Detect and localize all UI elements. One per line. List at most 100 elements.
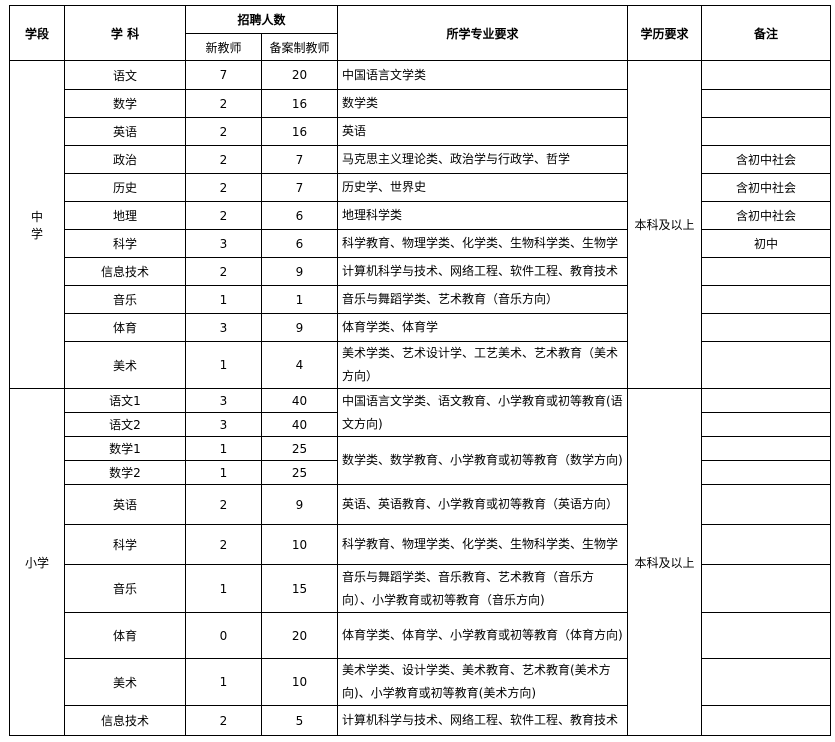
major-requirement: 科学教育、物理学类、化学类、生物科学类、生物学 — [337, 229, 628, 258]
table-row: 科学 2 10 科学教育、物理学类、化学类、生物科学类、生物学 — [10, 524, 831, 565]
new-teacher-count: 1 — [185, 658, 262, 706]
subject-cell: 信息技术 — [64, 257, 186, 286]
note-cell — [701, 257, 831, 286]
note-cell — [701, 705, 831, 736]
note-cell — [701, 436, 831, 461]
subject-cell: 政治 — [64, 145, 186, 174]
table-row: 政治 2 7 马克思主义理论类、政治学与行政学、哲学 含初中社会 — [10, 145, 831, 174]
header-note: 备注 — [701, 5, 831, 61]
filed-teacher-count: 25 — [261, 460, 338, 485]
note-cell — [701, 388, 831, 413]
filed-teacher-count: 1 — [261, 285, 338, 314]
new-teacher-count: 3 — [185, 412, 262, 437]
filed-teacher-count: 4 — [261, 341, 338, 389]
filed-teacher-count: 16 — [261, 117, 338, 146]
header-major: 所学专业要求 — [337, 5, 628, 61]
note-cell — [701, 60, 831, 90]
new-teacher-count: 3 — [185, 388, 262, 413]
note-cell — [701, 564, 831, 613]
filed-teacher-count: 16 — [261, 89, 338, 118]
filed-teacher-count: 20 — [261, 60, 338, 90]
table-row: 体育 0 20 体育学类、体育学、小学教育或初等教育（体育方向) — [10, 612, 831, 659]
header-subject: 学 科 — [64, 5, 186, 61]
table-row: 数学2 1 25 — [10, 460, 831, 485]
table-row: 历史 2 7 历史学、世界史 含初中社会 — [10, 173, 831, 202]
note-cell — [701, 412, 831, 437]
new-teacher-count: 2 — [185, 89, 262, 118]
table-row: 数学1 1 25 数学类、数学教育、小学教育或初等教育（数学方向) — [10, 436, 831, 485]
stage-cell: 小学 — [9, 388, 65, 736]
filed-teacher-count: 10 — [261, 524, 338, 565]
major-requirement: 中国语言文学类 — [337, 60, 628, 90]
table-header: 学段 学 科 招聘人数 所学专业要求 学历要求 备注 新教师 备案制教师 — [9, 5, 831, 61]
filed-teacher-count: 20 — [261, 612, 338, 659]
table-row: 英语 2 16 英语 — [10, 117, 831, 146]
filed-teacher-count: 9 — [261, 484, 338, 525]
new-teacher-count: 2 — [185, 257, 262, 286]
subject-cell: 科学 — [64, 229, 186, 258]
table-row: 美术 1 10 美术学类、设计学类、美术教育、艺术教育(美术方向)、小学教育或初等教育… — [10, 658, 831, 706]
table-row: 音乐 1 1 音乐与舞蹈学类、艺术教育（音乐方向） — [10, 285, 831, 314]
table-row: 体育 3 9 体育学类、体育学 — [10, 313, 831, 342]
header-stage: 学段 — [9, 5, 65, 61]
note-cell — [701, 285, 831, 314]
note-cell — [701, 612, 831, 659]
major-requirement: 计算机科学与技术、网络工程、软件工程、教育技术 — [337, 705, 628, 736]
filed-teacher-count: 15 — [261, 564, 338, 613]
note-cell — [701, 313, 831, 342]
header-filed-teacher: 备案制教师 — [261, 33, 338, 61]
subject-cell: 科学 — [64, 524, 186, 565]
recruitment-table: 学段 学 科 招聘人数 所学专业要求 学历要求 备注 新教师 备案制教师 中 学… — [9, 5, 831, 736]
major-requirement: 计算机科学与技术、网络工程、软件工程、教育技术 — [337, 257, 628, 286]
table-row: 科学 3 6 科学教育、物理学类、化学类、生物科学类、生物学 初中 — [10, 229, 831, 258]
new-teacher-count: 0 — [185, 612, 262, 659]
filed-teacher-count: 25 — [261, 436, 338, 461]
header-recruit: 招聘人数 — [185, 5, 338, 34]
subject-cell: 信息技术 — [64, 705, 186, 736]
note-cell: 含初中社会 — [701, 145, 831, 174]
new-teacher-count: 7 — [185, 60, 262, 90]
degree-requirement: 本科及以上 — [627, 60, 702, 389]
table-row: 数学 2 16 数学类 — [10, 89, 831, 118]
new-teacher-count: 1 — [185, 285, 262, 314]
new-teacher-count: 1 — [185, 341, 262, 389]
new-teacher-count: 1 — [185, 564, 262, 613]
table-row: 信息技术 2 5 计算机科学与技术、网络工程、软件工程、教育技术 — [10, 705, 831, 736]
subject-cell: 体育 — [64, 313, 186, 342]
new-teacher-count: 2 — [185, 484, 262, 525]
filed-teacher-count: 6 — [261, 201, 338, 230]
subject-cell: 数学 — [64, 89, 186, 118]
major-requirement: 地理科学类 — [337, 201, 628, 230]
filed-teacher-count: 9 — [261, 313, 338, 342]
filed-teacher-count: 7 — [261, 145, 338, 174]
new-teacher-count: 2 — [185, 524, 262, 565]
table-row: 美术 1 4 美术学类、艺术设计学、工艺美术、艺术教育（美术方向） — [10, 341, 831, 389]
subject-cell: 数学1 — [64, 436, 186, 461]
major-requirement: 中国语言文学类、语文教育、小学教育或初等教育(语文方向) — [337, 388, 628, 437]
table-row: 地理 2 6 地理科学类 含初中社会 — [10, 201, 831, 230]
note-cell — [701, 89, 831, 118]
major-requirement: 美术学类、艺术设计学、工艺美术、艺术教育（美术方向） — [337, 341, 628, 389]
subject-cell: 体育 — [64, 612, 186, 659]
note-cell — [701, 117, 831, 146]
degree-requirement: 本科及以上 — [627, 388, 702, 736]
filed-teacher-count: 6 — [261, 229, 338, 258]
note-cell: 初中 — [701, 229, 831, 258]
major-requirement: 美术学类、设计学类、美术教育、艺术教育(美术方向)、小学教育或初等教育(美术方向… — [337, 658, 628, 706]
new-teacher-count: 1 — [185, 460, 262, 485]
major-requirement: 数学类、数学教育、小学教育或初等教育（数学方向) — [337, 436, 628, 485]
subject-cell: 语文 — [64, 60, 186, 90]
note-cell — [701, 524, 831, 565]
major-requirement: 音乐与舞蹈学类、音乐教育、艺术教育（音乐方向）、小学教育或初等教育（音乐方向) — [337, 564, 628, 613]
major-requirement: 历史学、世界史 — [337, 173, 628, 202]
new-teacher-count: 1 — [185, 436, 262, 461]
table-row: 英语 2 9 英语、英语教育、小学教育或初等教育（英语方向） — [10, 484, 831, 525]
table-row: 信息技术 2 9 计算机科学与技术、网络工程、软件工程、教育技术 — [10, 257, 831, 286]
table-row: 小学 语文1 3 40 中国语言文学类、语文教育、小学教育或初等教育(语文方向) 本科及以… — [9, 388, 831, 736]
subject-cell: 历史 — [64, 173, 186, 202]
new-teacher-count: 2 — [185, 201, 262, 230]
note-cell: 含初中社会 — [701, 201, 831, 230]
new-teacher-count: 2 — [185, 117, 262, 146]
major-requirement: 体育学类、体育学 — [337, 313, 628, 342]
major-requirement: 音乐与舞蹈学类、艺术教育（音乐方向） — [337, 285, 628, 314]
